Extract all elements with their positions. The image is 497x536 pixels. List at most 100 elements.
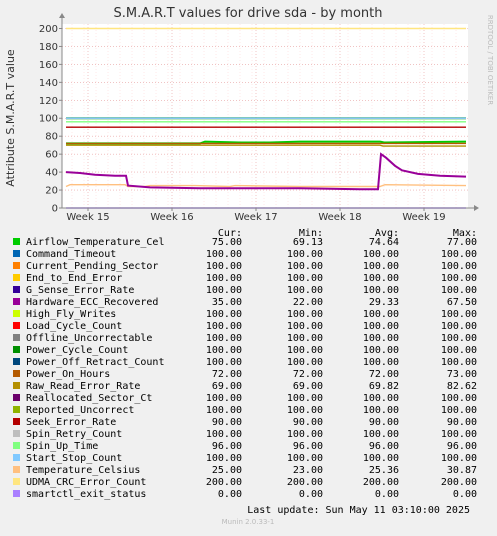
legend-series-name: Load_Cycle_Count bbox=[26, 321, 122, 332]
legend-value-min: 100.00 bbox=[287, 405, 323, 416]
legend-swatch bbox=[13, 286, 20, 293]
legend-row: Seek_Error_Rate 90.00 90.00 90.00 90.00 bbox=[13, 417, 477, 428]
grid bbox=[62, 24, 468, 209]
legend-value-max: 96.00 bbox=[447, 441, 477, 452]
legend-value-avg: 29.33 bbox=[369, 297, 399, 308]
legend-value-cur: 100.00 bbox=[206, 285, 242, 296]
legend-value-avg: 100.00 bbox=[363, 405, 399, 416]
legend-value-cur: 69.00 bbox=[212, 381, 242, 392]
legend-value-cur: 100.00 bbox=[206, 249, 242, 260]
legend-value-cur: 100.00 bbox=[206, 429, 242, 440]
legend-value-avg: 100.00 bbox=[363, 453, 399, 464]
legend-value-cur: 35.00 bbox=[212, 297, 242, 308]
y-tick-label: 60 bbox=[45, 150, 58, 161]
legend-swatch bbox=[13, 298, 20, 305]
legend-swatch bbox=[13, 274, 20, 281]
x-tick-label: Week 15 bbox=[66, 212, 109, 223]
munin-version: Munin 2.0.33-1 bbox=[222, 518, 275, 526]
legend-value-avg: 100.00 bbox=[363, 333, 399, 344]
legend-value-cur: 90.00 bbox=[212, 417, 242, 428]
legend-swatch bbox=[13, 406, 20, 413]
y-tick-label: 160 bbox=[39, 60, 58, 71]
legend-value-max: 73.00 bbox=[447, 369, 477, 380]
legend-value-max: 90.00 bbox=[447, 417, 477, 428]
legend-column-header: Cur: bbox=[218, 228, 242, 239]
legend-value-avg: 96.00 bbox=[369, 441, 399, 452]
legend-series-name: UDMA_CRC_Error_Count bbox=[26, 477, 146, 488]
legend-swatch bbox=[13, 238, 20, 245]
legend-value-avg: 69.82 bbox=[369, 381, 399, 392]
legend-value-min: 100.00 bbox=[287, 345, 323, 356]
legend-row: Airflow_Temperature_Cel 75.00 69.13 74.64 77… bbox=[13, 237, 477, 248]
legend-value-max: 100.00 bbox=[441, 345, 477, 356]
y-tick-label: 120 bbox=[39, 96, 58, 107]
legend-value-avg: 100.00 bbox=[363, 309, 399, 320]
legend-swatch bbox=[13, 346, 20, 353]
legend-value-max: 100.00 bbox=[441, 261, 477, 272]
legend-swatch bbox=[13, 394, 20, 401]
legend-swatch bbox=[13, 430, 20, 437]
legend-series-name: Power_Cycle_Count bbox=[26, 345, 128, 356]
legend-value-min: 96.00 bbox=[293, 441, 323, 452]
y-tick-label: 100 bbox=[39, 114, 58, 125]
legend-series-name: Command_Timeout bbox=[26, 249, 116, 260]
legend-value-min: 100.00 bbox=[287, 249, 323, 260]
legend-value-avg: 200.00 bbox=[363, 477, 399, 488]
legend-value-avg: 100.00 bbox=[363, 321, 399, 332]
legend-swatch bbox=[13, 466, 20, 473]
legend-row: Temperature_Celsius 25.00 23.00 25.36 30.87 bbox=[13, 465, 477, 476]
legend-value-max: 67.50 bbox=[447, 297, 477, 308]
x-tick-label: Week 18 bbox=[318, 212, 361, 223]
legend-value-avg: 90.00 bbox=[369, 417, 399, 428]
legend-series-name: Reallocated_Sector_Ct bbox=[26, 393, 152, 404]
legend-value-max: 100.00 bbox=[441, 285, 477, 296]
legend-value-max: 0.00 bbox=[453, 489, 477, 500]
legend-series-name: Temperature_Celsius bbox=[26, 465, 140, 476]
legend-value-min: 72.00 bbox=[293, 369, 323, 380]
legend-row: Reported_Uncorrect 100.00 100.00 100.00 100.… bbox=[13, 405, 477, 416]
legend-row: Power_Cycle_Count 100.00 100.00 100.00 100.0… bbox=[13, 345, 477, 356]
y-tick-label: 180 bbox=[39, 42, 58, 53]
x-tick-label: Week 16 bbox=[150, 212, 193, 223]
legend-row: Command_Timeout 100.00 100.00 100.00 100.00 bbox=[13, 249, 477, 260]
legend-value-avg: 100.00 bbox=[363, 393, 399, 404]
legend-series-name: Raw_Read_Error_Rate bbox=[26, 381, 140, 392]
y-tick-label: 0 bbox=[52, 204, 58, 215]
legend-value-avg: 100.00 bbox=[363, 357, 399, 368]
legend-row: Offline_Uncorrectable 100.00 100.00 100.00 1… bbox=[13, 333, 477, 344]
legend-value-min: 100.00 bbox=[287, 261, 323, 272]
legend-row: UDMA_CRC_Error_Count 200.00 200.00 200.00 20… bbox=[13, 477, 477, 488]
legend-value-avg: 25.36 bbox=[369, 465, 399, 476]
legend-row: Current_Pending_Sector 100.00 100.00 100.00… bbox=[13, 261, 477, 272]
y-axis-arrow bbox=[59, 13, 65, 18]
legend-value-avg: 74.64 bbox=[369, 237, 399, 248]
legend-swatch bbox=[13, 478, 20, 485]
x-axis-arrow bbox=[474, 205, 479, 211]
legend-value-min: 100.00 bbox=[287, 333, 323, 344]
legend-value-cur: 0.00 bbox=[218, 489, 242, 500]
y-tick-label: 200 bbox=[39, 24, 58, 35]
legend-value-max: 100.00 bbox=[441, 333, 477, 344]
legend-value-avg: 0.00 bbox=[375, 489, 399, 500]
legend-series-name: Seek_Error_Rate bbox=[26, 417, 116, 428]
legend-swatch bbox=[13, 310, 20, 317]
legend-value-cur: 100.00 bbox=[206, 357, 242, 368]
legend-value-avg: 100.00 bbox=[363, 285, 399, 296]
legend-value-min: 69.13 bbox=[293, 237, 323, 248]
legend-column-header: Avg: bbox=[375, 228, 399, 239]
axes: 0 20 40 60 80 100 120 140 160 180 200 Week 15 Week 1… bbox=[39, 13, 479, 223]
legend-swatch bbox=[13, 334, 20, 341]
legend-value-avg: 100.00 bbox=[363, 429, 399, 440]
legend-row: Power_Off_Retract_Count 100.00 100.00 100.0… bbox=[13, 357, 477, 368]
legend-series-name: Spin_Retry_Count bbox=[26, 429, 122, 440]
legend-value-cur: 100.00 bbox=[206, 345, 242, 356]
legend-series-name: Power_Off_Retract_Count bbox=[26, 357, 164, 368]
legend-value-avg: 72.00 bbox=[369, 369, 399, 380]
legend: Airflow_Temperature_Cel 75.00 69.13 74.64 77… bbox=[13, 237, 477, 500]
legend-value-max: 200.00 bbox=[441, 477, 477, 488]
legend-swatch bbox=[13, 418, 20, 425]
legend-series-name: smartctl_exit_status bbox=[26, 489, 146, 500]
legend-value-cur: 25.00 bbox=[212, 465, 242, 476]
legend-swatch bbox=[13, 358, 20, 365]
